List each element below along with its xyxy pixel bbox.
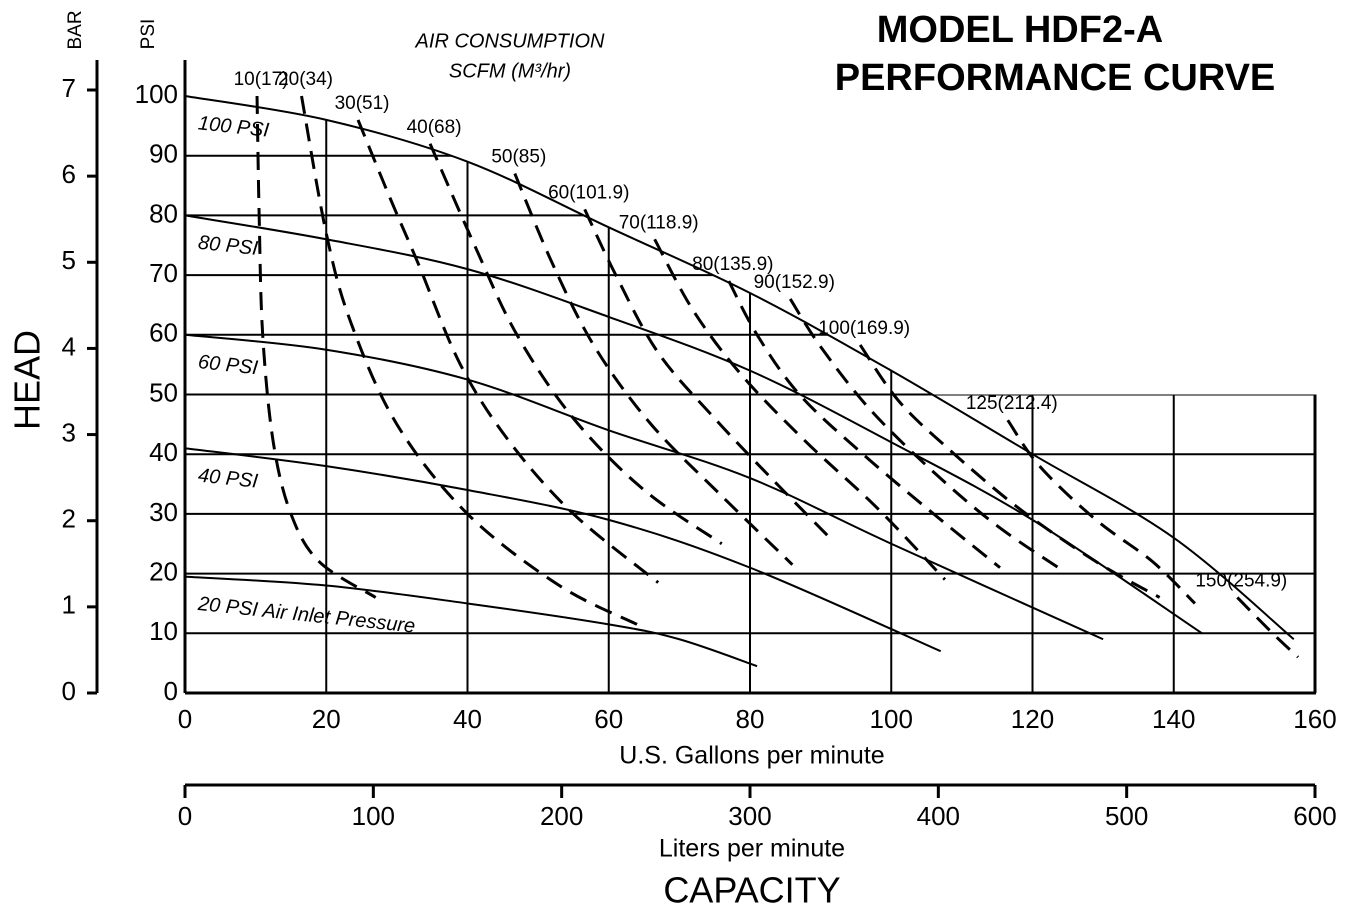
air-consumption-curve [255,95,377,599]
pressure-curve [184,575,758,668]
curve-label: 80(135.9) [692,254,773,275]
curve-label: 40(68) [407,117,462,138]
y-tick-label: 0 [164,676,178,706]
x2-tick-label: 600 [1293,801,1336,831]
pressure-label: 60 PSI [197,351,259,379]
x-axis-label: U.S. Gallons per minute [619,742,884,770]
y-tick-label: 100 [135,79,178,109]
pressure-label: 20 PSI Air Inlet Pressure [196,593,416,638]
pressure-label: 40 PSI [197,465,259,493]
air-consumption-curve [653,238,947,581]
air-consumption-curve [858,344,1161,599]
air-consumption-curve [727,280,1001,569]
y2-tick-label: 3 [62,417,76,447]
y2-tick-label: 6 [62,159,76,189]
y2-tick-label: 4 [62,331,76,361]
x-tick-label: 20 [312,704,341,734]
y2-unit-label: BAR [65,10,86,49]
air-consumption-curve [513,173,794,566]
curve-label: 30(51) [335,93,390,114]
y2-tick-label: 7 [62,73,76,103]
y2-tick-label: 2 [62,504,76,534]
chart-title: MODEL HDF2-A [877,9,1163,51]
x2-tick-label: 100 [352,801,395,831]
chart-subtitle: PERFORMANCE CURVE [835,57,1276,99]
x-tick-label: 100 [870,704,913,734]
x-tick-label: 40 [453,704,482,734]
air-consumption-curve [1236,596,1300,659]
x-tick-label: 140 [1152,704,1195,734]
x2-tick-label: 500 [1105,801,1148,831]
x2-tick-label: 300 [728,801,771,831]
x-tick-label: 120 [1011,704,1054,734]
y-tick-label: 20 [149,556,178,586]
y-axis-label: HEAD [7,330,48,430]
curve-label: 20(34) [278,69,333,90]
y2-tick-label: 0 [62,676,76,706]
y-tick-label: 40 [149,437,178,467]
grid [185,96,1317,693]
y-tick-label: 70 [149,258,178,288]
curve-label: 10(17) [234,69,289,90]
pressure-curve [184,333,1104,641]
air-consumption-curve [583,208,831,539]
x2-tick-label: 0 [178,801,192,831]
air-consumption-curve [300,95,638,626]
x-tick-label: 80 [736,704,765,734]
curve-label: 150(254.9) [1195,570,1287,591]
x-tick-label: 0 [178,704,192,734]
y-tick-label: 30 [149,497,178,527]
annotation-units: SCFM (M³/hr) [449,60,571,82]
y-tick-label: 50 [149,377,178,407]
x-tick-label: 160 [1293,704,1336,734]
x-tick-label: 60 [594,704,623,734]
x2-axis-label: Liters per minute [659,835,845,863]
y-tick-label: 60 [149,318,178,348]
curve-label: 70(118.9) [619,212,699,233]
x2-tick-label: 200 [540,801,583,831]
x2-tick-label: 400 [917,801,960,831]
y2-tick-label: 5 [62,245,76,275]
pressure-curve [184,214,1203,635]
curve-label: 50(85) [491,147,546,168]
curve-label: 60(101.9) [548,182,629,203]
curve-label: 90(152.9) [754,272,835,293]
pressure-curve [184,447,942,653]
air-consumption-curve [356,119,660,584]
y-tick-label: 80 [149,198,178,228]
air-consumption-curve [788,298,1064,572]
air-consumption-curve [428,143,723,545]
annotation-title: AIR CONSUMPTION [415,30,605,52]
pressure-curve [184,95,1295,641]
pressure-label: 100 PSI [197,112,271,141]
pressure-label: 80 PSI [197,232,259,260]
air-consumption-curve [1006,419,1196,605]
curve-label: 125(212.4) [966,393,1058,414]
y-tick-label: 90 [149,139,178,169]
y-tick-label: 10 [149,616,178,646]
curve-label: 100(169.9) [818,318,910,339]
y2-tick-label: 1 [62,590,76,620]
y-unit-label: PSI [138,19,159,50]
capacity-label: CAPACITY [663,870,840,911]
